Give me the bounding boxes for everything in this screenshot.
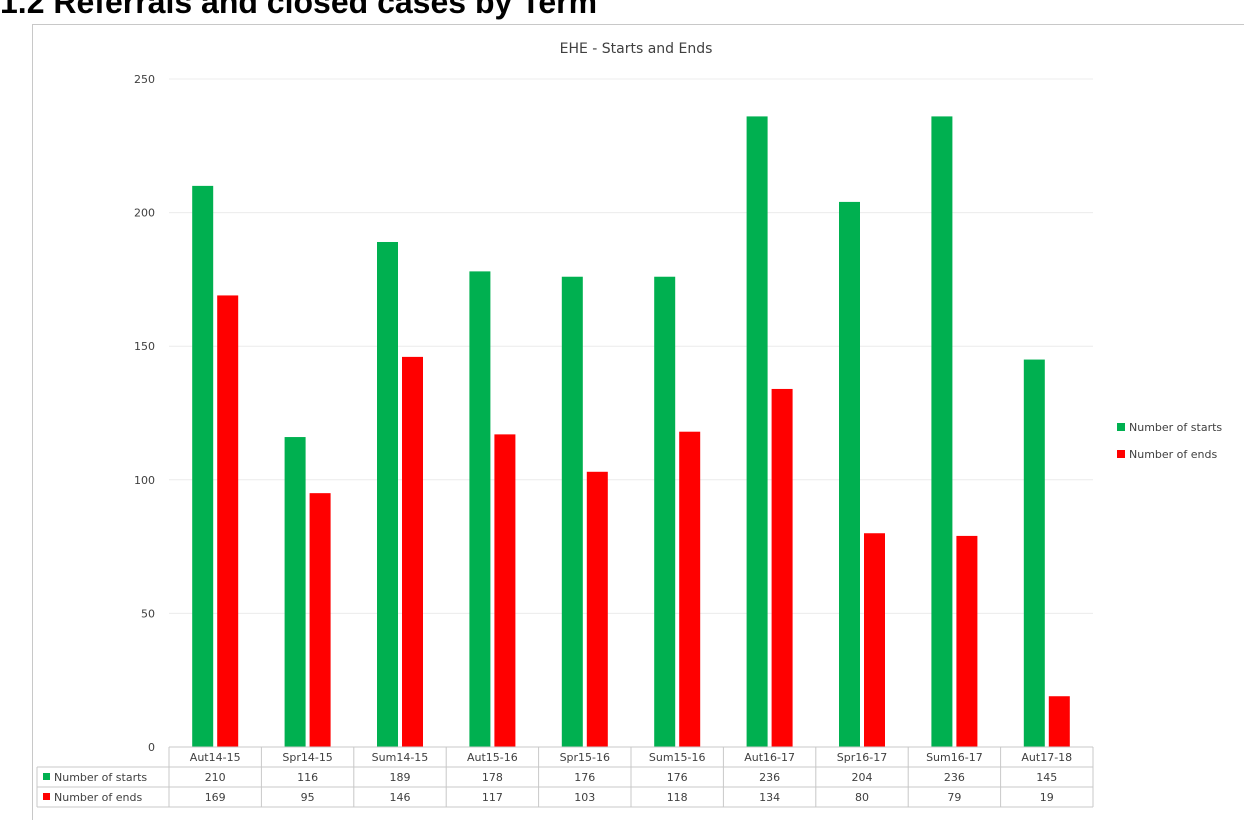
bar-ends — [864, 533, 885, 747]
bar-ends — [771, 388, 793, 747]
y-tick-label: 100 — [134, 474, 155, 487]
category-label: Sum15-16 — [649, 751, 706, 764]
category-label: Aut14-15 — [190, 751, 241, 764]
bar-starts — [561, 276, 583, 747]
data-label: 204 — [852, 771, 873, 784]
category-label: Sum14-15 — [372, 751, 429, 764]
y-tick-label: 250 — [134, 73, 155, 86]
legend: Number of starts Number of ends — [1117, 421, 1222, 461]
bar-ends — [494, 434, 516, 747]
data-label: 134 — [759, 791, 780, 804]
category-label: Spr14-15 — [282, 751, 332, 764]
y-tick-label: 50 — [141, 607, 155, 620]
data-label: 118 — [667, 791, 688, 804]
bar-starts — [377, 241, 398, 747]
data-table: Aut14-15 Spr14-15 Sum14-15 Aut15-16 Spr15-16… — [36, 746, 1094, 808]
legend-key — [1117, 450, 1125, 458]
category-label: Spr15-16 — [560, 751, 610, 764]
data-label: 95 — [301, 791, 315, 804]
data-label: 146 — [390, 791, 411, 804]
bar-ends — [217, 295, 239, 747]
data-label: 176 — [667, 771, 688, 784]
data-label: 169 — [205, 791, 226, 804]
data-label: 116 — [297, 771, 318, 784]
table-legend-key — [43, 773, 50, 780]
bar-starts — [192, 185, 214, 747]
category-label: Sum16-17 — [926, 751, 983, 764]
table-series-name: Number of ends — [54, 791, 143, 804]
bar-chart: EHE - Starts and Ends 0 50 100 150 200 250 Au… — [36, 41, 1222, 808]
bar-ends — [1048, 696, 1070, 747]
bar-starts — [654, 276, 676, 747]
bar-starts — [931, 116, 953, 747]
bar-ends — [956, 535, 978, 747]
gridlines — [169, 78, 1093, 614]
data-label: 236 — [759, 771, 780, 784]
data-label: 79 — [947, 791, 961, 804]
table-series-name: Number of starts — [54, 771, 147, 784]
y-axis: 0 50 100 150 200 250 — [134, 73, 155, 754]
data-label: 19 — [1040, 791, 1054, 804]
bar-starts — [1023, 359, 1045, 747]
bars — [192, 116, 1070, 748]
data-label: 189 — [390, 771, 411, 784]
legend-key — [1117, 423, 1125, 431]
data-label: 176 — [574, 771, 595, 784]
y-tick-label: 0 — [148, 741, 155, 754]
y-tick-label: 150 — [134, 340, 155, 353]
data-label: 103 — [574, 791, 595, 804]
chart-title: EHE - Starts and Ends — [560, 41, 713, 57]
bar-starts — [746, 116, 768, 747]
bar-starts — [469, 271, 491, 747]
bar-ends — [309, 493, 331, 747]
data-label: 236 — [944, 771, 965, 784]
y-tick-label: 200 — [134, 207, 155, 220]
data-label: 178 — [482, 771, 503, 784]
data-label: 117 — [482, 791, 503, 804]
bar-ends — [586, 471, 608, 747]
category-label: Spr16-17 — [837, 751, 887, 764]
bar-starts — [284, 437, 306, 747]
data-label: 145 — [1036, 771, 1057, 784]
section-heading: 1.2 Referrals and closed cases by Term — [0, 0, 598, 20]
chart-frame: EHE - Starts and Ends 0 50 100 150 200 250 Au… — [32, 24, 1244, 820]
data-label: 80 — [855, 791, 869, 804]
bar-starts — [839, 201, 860, 748]
table-legend-key — [43, 793, 50, 800]
data-label: 210 — [205, 771, 226, 784]
legend-label: Number of starts — [1129, 421, 1222, 434]
bar-ends — [679, 431, 701, 747]
category-label: Aut15-16 — [467, 751, 518, 764]
category-label: Aut16-17 — [744, 751, 795, 764]
legend-label: Number of ends — [1129, 448, 1218, 461]
bar-ends — [402, 356, 423, 747]
category-label: Aut17-18 — [1021, 751, 1072, 764]
